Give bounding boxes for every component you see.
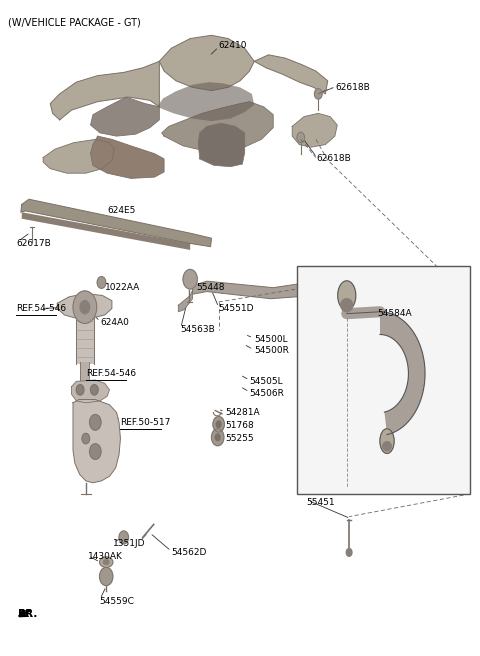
Ellipse shape	[380, 429, 394, 453]
Polygon shape	[21, 199, 212, 247]
Ellipse shape	[338, 281, 356, 310]
Text: 1351JD: 1351JD	[113, 539, 146, 548]
Text: 54500L: 54500L	[254, 335, 288, 344]
Ellipse shape	[383, 441, 391, 451]
Polygon shape	[72, 380, 109, 403]
Polygon shape	[179, 290, 192, 312]
Circle shape	[212, 429, 224, 445]
Circle shape	[213, 417, 224, 432]
Ellipse shape	[99, 557, 113, 567]
Text: 54562D: 54562D	[171, 548, 206, 557]
Circle shape	[80, 300, 90, 314]
Polygon shape	[159, 35, 254, 91]
Circle shape	[73, 291, 96, 323]
Text: 51768: 51768	[225, 421, 253, 430]
Text: REF.54-546: REF.54-546	[16, 304, 66, 313]
Ellipse shape	[320, 277, 336, 297]
Text: 1430AK: 1430AK	[88, 552, 123, 562]
Text: 62410: 62410	[219, 41, 247, 50]
Circle shape	[216, 421, 221, 428]
Circle shape	[346, 548, 352, 556]
Text: (W/VEHICLE PACKAGE - GT): (W/VEHICLE PACKAGE - GT)	[8, 17, 140, 27]
Polygon shape	[73, 400, 120, 483]
Polygon shape	[380, 312, 425, 434]
Polygon shape	[157, 82, 254, 121]
Circle shape	[82, 434, 90, 443]
Circle shape	[91, 384, 98, 395]
Polygon shape	[91, 97, 159, 136]
Circle shape	[97, 277, 106, 289]
Circle shape	[99, 567, 113, 586]
Polygon shape	[198, 123, 245, 167]
Polygon shape	[254, 55, 328, 94]
Text: FR.: FR.	[18, 609, 32, 619]
Text: 62617B: 62617B	[16, 239, 51, 248]
Text: 54559C: 54559C	[99, 597, 134, 605]
Circle shape	[76, 384, 84, 395]
Text: 54281A: 54281A	[225, 408, 260, 417]
Polygon shape	[57, 293, 112, 318]
Circle shape	[90, 443, 101, 459]
Circle shape	[119, 531, 129, 544]
Polygon shape	[76, 316, 94, 364]
Text: 54505L: 54505L	[250, 377, 283, 386]
Ellipse shape	[323, 281, 333, 293]
Circle shape	[183, 270, 197, 289]
Ellipse shape	[103, 560, 109, 564]
Circle shape	[297, 133, 304, 142]
Polygon shape	[292, 113, 337, 147]
Text: 1022AA: 1022AA	[105, 283, 140, 291]
Text: 62618B: 62618B	[335, 83, 370, 92]
Text: REF.50-517: REF.50-517	[120, 418, 171, 427]
Text: 54500R: 54500R	[254, 346, 289, 356]
Polygon shape	[91, 136, 164, 178]
Text: 624E5: 624E5	[107, 207, 135, 215]
Text: 62618B: 62618B	[316, 154, 351, 163]
Bar	[297, 266, 470, 494]
Text: 55255: 55255	[225, 434, 253, 443]
Text: 55451: 55451	[306, 498, 335, 507]
Text: FR.: FR.	[18, 609, 37, 619]
Circle shape	[90, 415, 101, 430]
Text: 624A0: 624A0	[100, 318, 129, 327]
Text: 54506R: 54506R	[250, 388, 284, 398]
Ellipse shape	[341, 298, 353, 312]
Text: REF.54-546: REF.54-546	[86, 369, 136, 378]
Polygon shape	[50, 61, 159, 120]
Polygon shape	[43, 139, 114, 173]
Polygon shape	[80, 362, 89, 403]
Text: 55448: 55448	[196, 283, 225, 291]
Polygon shape	[162, 102, 273, 152]
Polygon shape	[22, 213, 190, 250]
Text: 54551D: 54551D	[219, 304, 254, 313]
Text: 54563B: 54563B	[180, 325, 216, 335]
Polygon shape	[192, 279, 325, 298]
Circle shape	[314, 89, 322, 99]
Text: 54584A: 54584A	[378, 308, 412, 318]
Circle shape	[216, 434, 220, 441]
